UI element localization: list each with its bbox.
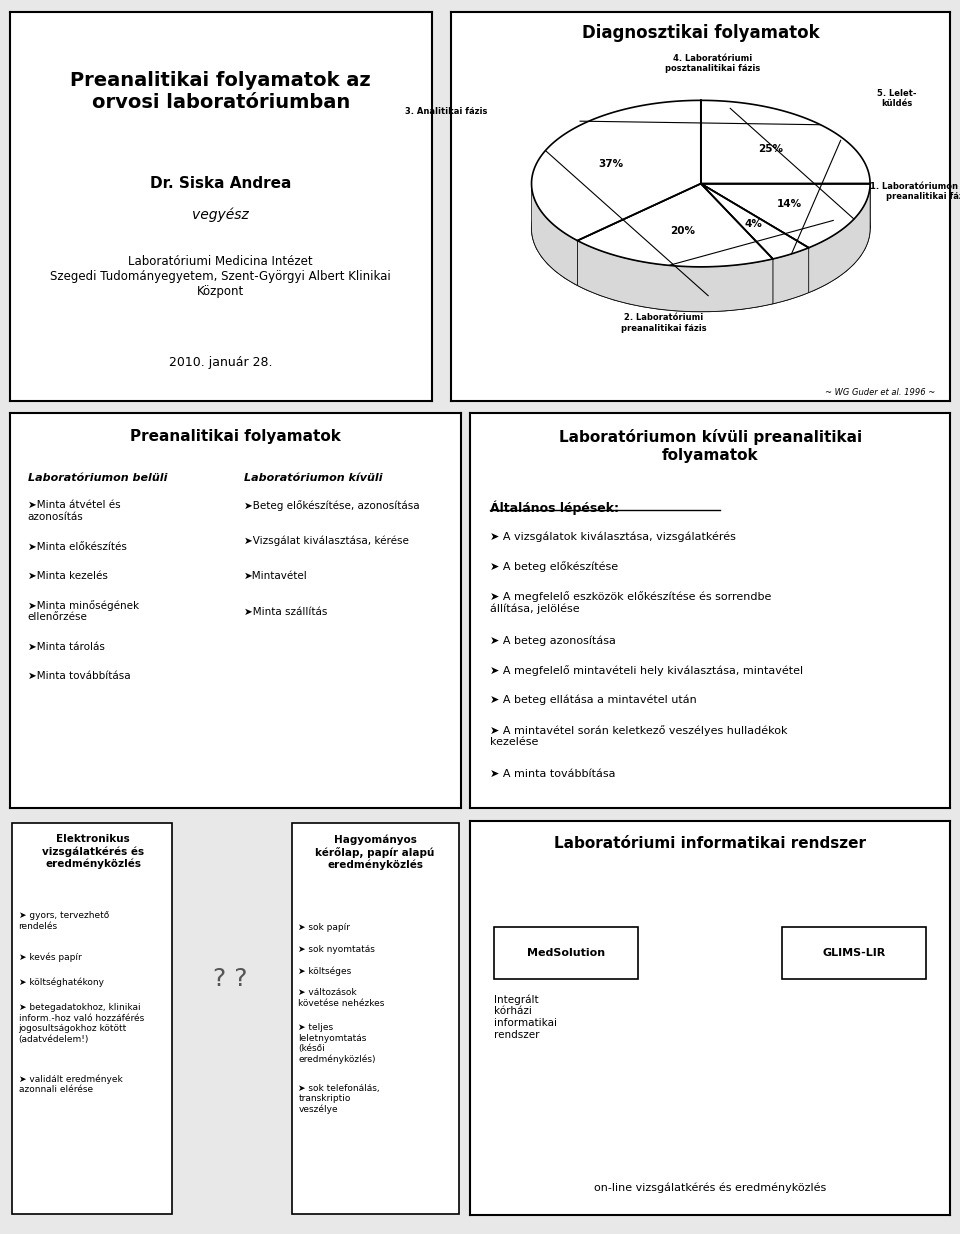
Text: ➤ költséges: ➤ költséges <box>299 966 351 976</box>
Text: Laboratóriumon belüli: Laboratóriumon belüli <box>28 473 167 482</box>
Text: ➤Minta átvétel és
azonosítás: ➤Minta átvétel és azonosítás <box>28 500 120 522</box>
Text: Diagnosztikai folyamatok: Diagnosztikai folyamatok <box>582 23 820 42</box>
Ellipse shape <box>532 146 870 312</box>
Text: on-line vizsgálatkérés és eredményközlés: on-line vizsgálatkérés és eredményközlés <box>594 1182 827 1193</box>
Text: Laboratóriumi informatikai rendszer: Laboratóriumi informatikai rendszer <box>555 837 866 851</box>
Text: GLIMS-LIR: GLIMS-LIR <box>823 948 886 958</box>
Text: 4. Laboratóriumi
posztanalitikai fázis: 4. Laboratóriumi posztanalitikai fázis <box>665 54 760 73</box>
Text: ➤ A megfelelő eszközök előkészítése és sorrendbe
állítása, jelölése: ➤ A megfelelő eszközök előkészítése és s… <box>490 591 771 615</box>
Text: ➤ A beteg előkészítése: ➤ A beteg előkészítése <box>490 561 617 573</box>
Polygon shape <box>701 100 870 184</box>
Text: 2010. január 28.: 2010. január 28. <box>169 355 273 369</box>
Text: ➤ kevés papír: ➤ kevés papír <box>18 953 82 961</box>
Text: ➤ validált eredmények
azonnali elérése: ➤ validált eredmények azonnali elérése <box>18 1074 122 1095</box>
Text: Általános lépések:: Általános lépések: <box>490 500 618 515</box>
Text: ➤ betegadatokhoz, klinikai
inform.-hoz való hozzáférés
jogosultságokhoz kötött
(: ➤ betegadatokhoz, klinikai inform.-hoz v… <box>18 1003 144 1044</box>
Text: ➤ gyors, tervezhető
rendelés: ➤ gyors, tervezhető rendelés <box>18 912 108 930</box>
Text: ➤ teljes
leletnyomtatás
(késői
eredményközlés): ➤ teljes leletnyomtatás (késői eredményk… <box>299 1023 376 1064</box>
Text: Laboratóriumi Medicina Intézet
Szegedi Tudományegyetem, Szent-Györgyi Albert Kli: Laboratóriumi Medicina Intézet Szegedi T… <box>51 255 391 299</box>
Text: 4%: 4% <box>744 220 762 230</box>
Text: ➤ változások
követése nehézkes: ➤ változások követése nehézkes <box>299 988 385 1008</box>
Text: 2. Laboratóriumi
preanalitikai fázis: 2. Laboratóriumi preanalitikai fázis <box>621 313 707 333</box>
Text: ➤Minta továbbítása: ➤Minta továbbítása <box>28 671 131 681</box>
Polygon shape <box>577 241 773 312</box>
Polygon shape <box>532 184 577 285</box>
FancyBboxPatch shape <box>12 823 172 1213</box>
Text: 20%: 20% <box>670 226 695 236</box>
Text: ➤Minta tárolás: ➤Minta tárolás <box>28 643 105 653</box>
Text: 1. Laboratóriumon kívüli
preanalitikai fázis: 1. Laboratóriumon kívüli preanalitikai f… <box>870 181 960 201</box>
Text: ? ?: ? ? <box>213 966 248 991</box>
Text: ➤Minta előkészítés: ➤Minta előkészítés <box>28 543 127 553</box>
Text: Integrált
kórházi
informatikai
rendszer: Integrált kórházi informatikai rendszer <box>494 995 558 1040</box>
Text: 14%: 14% <box>777 199 803 209</box>
Text: vegyész: vegyész <box>192 207 250 222</box>
Text: ➤Vizsgálat kiválasztása, kérése: ➤Vizsgálat kiválasztása, kérése <box>244 536 409 547</box>
Text: 25%: 25% <box>757 144 782 154</box>
Text: ➤ A beteg ellátása a mintavétel után: ➤ A beteg ellátása a mintavétel után <box>490 695 696 706</box>
Text: ➤Minta szállítás: ➤Minta szállítás <box>244 607 327 617</box>
Text: Laboratóriumon kívüli: Laboratóriumon kívüli <box>244 473 383 482</box>
Text: ➤ A beteg azonosítása: ➤ A beteg azonosítása <box>490 636 615 647</box>
Text: 37%: 37% <box>598 159 623 169</box>
Text: ~ WG Guder et al. 1996 ~: ~ WG Guder et al. 1996 ~ <box>826 389 935 397</box>
Text: ➤ sok nyomtatás: ➤ sok nyomtatás <box>299 945 375 954</box>
Text: ➤Mintavétel: ➤Mintavétel <box>244 571 308 581</box>
Text: ➤ A megfelelő mintavételi hely kiválasztása, mintavétel: ➤ A megfelelő mintavételi hely kiválaszt… <box>490 665 803 676</box>
Text: MedSolution: MedSolution <box>527 948 606 958</box>
Text: Dr. Siska Andrea: Dr. Siska Andrea <box>150 176 292 191</box>
Text: Preanalitikai folyamatok: Preanalitikai folyamatok <box>130 429 341 444</box>
Polygon shape <box>808 184 870 292</box>
FancyBboxPatch shape <box>782 927 926 979</box>
Text: Laboratóriumon kívüli preanalitikai
folyamatok: Laboratóriumon kívüli preanalitikai foly… <box>559 429 862 463</box>
Text: ➤ A vizsgálatok kiválasztása, vizsgálatkérés: ➤ A vizsgálatok kiválasztása, vizsgálatk… <box>490 532 735 543</box>
Text: 5. Lelet-
küldés: 5. Lelet- küldés <box>877 89 917 109</box>
FancyBboxPatch shape <box>292 823 459 1213</box>
Text: Elektronikus
vizsgálatkérés és
eredményközlés: Elektronikus vizsgálatkérés és eredményk… <box>42 834 144 869</box>
Polygon shape <box>532 100 701 241</box>
Text: ➤Minta minőségének
ellenőrzése: ➤Minta minőségének ellenőrzése <box>28 600 139 622</box>
Text: ➤ sok papír: ➤ sok papír <box>299 923 350 932</box>
Text: 3. Analitikai fázis: 3. Analitikai fázis <box>405 107 488 116</box>
Text: ➤ sok telefonálás,
transkriptio
veszélye: ➤ sok telefonálás, transkriptio veszélye <box>299 1083 380 1114</box>
Polygon shape <box>701 184 870 248</box>
Text: ➤Minta kezelés: ➤Minta kezelés <box>28 571 108 581</box>
Text: ➤ A minta továbbítása: ➤ A minta továbbítása <box>490 769 615 779</box>
Text: ➤ A mintavétel során keletkező veszélyes hulladékok
kezelése: ➤ A mintavétel során keletkező veszélyes… <box>490 724 787 747</box>
Text: ➤ költséghatékony: ➤ költséghatékony <box>18 977 104 987</box>
Polygon shape <box>577 184 773 267</box>
FancyBboxPatch shape <box>494 927 638 979</box>
Text: Hagyományos
kérőlap, papír alapú
eredményközlés: Hagyományos kérőlap, papír alapú eredmén… <box>316 834 435 870</box>
Text: Preanalitikai folyamatok az
orvosi laboratóriumban: Preanalitikai folyamatok az orvosi labor… <box>70 70 372 111</box>
Polygon shape <box>701 184 808 259</box>
Text: ➤Beteg előkészítése, azonosítása: ➤Beteg előkészítése, azonosítása <box>244 500 420 511</box>
Polygon shape <box>773 248 808 304</box>
